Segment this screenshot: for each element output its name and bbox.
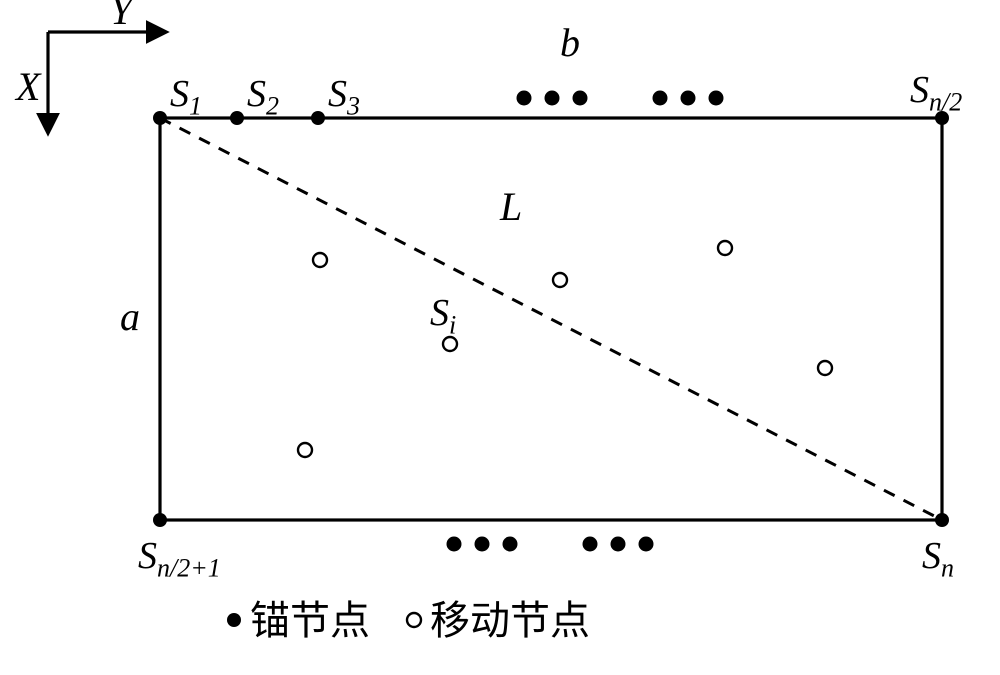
coordinate-axes: YX: [14, 0, 165, 132]
legend: 锚节点 移动节点: [227, 598, 590, 643]
mobile-node: [818, 361, 832, 375]
y-axis-label: Y: [110, 0, 136, 33]
mobile-node: [298, 443, 312, 457]
legend-anchor-label: 锚节点: [250, 598, 370, 643]
anchor-node-label: Sn: [922, 535, 954, 582]
anchor-node-dot: [230, 111, 244, 125]
mobile-node-marker: [313, 253, 327, 267]
ellipsis-dots: [447, 537, 518, 552]
ellipsis-dots: [517, 91, 588, 106]
mobile-node: [718, 241, 732, 255]
legend-mobile-icon: [407, 613, 421, 627]
mobile-node-marker: [298, 443, 312, 457]
anchor-node-label: S2: [247, 73, 279, 120]
anchor-node-dot: [153, 111, 167, 125]
anchor-node-dot: [935, 513, 949, 527]
ellipsis-dot: [573, 91, 588, 106]
mobile-node: Si: [430, 292, 457, 351]
mobile-node-marker: [553, 273, 567, 287]
ellipsis-dot: [639, 537, 654, 552]
mobile-node: [553, 273, 567, 287]
ellipsis-dot: [503, 537, 518, 552]
ellipsis-dot: [653, 91, 668, 106]
ellipsis-dot: [517, 91, 532, 106]
mobile-node-marker: [818, 361, 832, 375]
ellipsis-dot: [681, 91, 696, 106]
ellipsis-dots: [583, 537, 654, 552]
x-axis-label: X: [14, 64, 42, 109]
ellipsis-dot: [447, 537, 462, 552]
anchor-node: Sn/2+1: [138, 513, 221, 582]
ellipsis-dot: [709, 91, 724, 106]
anchor-node-dot: [153, 513, 167, 527]
mobile-node-marker: [718, 241, 732, 255]
anchor-node-dot: [311, 111, 325, 125]
mobile-node: [313, 253, 327, 267]
anchor-node: Sn: [922, 513, 954, 582]
ellipsis-dot: [611, 537, 626, 552]
ellipsis-dot: [545, 91, 560, 106]
mobile-node-label: Si: [430, 292, 456, 339]
anchor-node-label: S1: [170, 73, 202, 120]
anchor-node-label: Sn/2+1: [138, 535, 221, 582]
legend-anchor-icon: [227, 613, 241, 627]
legend-mobile-label: 移动节点: [430, 598, 590, 643]
ellipsis-dot: [475, 537, 490, 552]
ellipsis-dots: [653, 91, 724, 106]
anchor-node-label: Sn/2: [910, 69, 962, 116]
ellipsis-dot: [583, 537, 598, 552]
diagonal-label: L: [499, 184, 522, 229]
diagonal-line: [160, 118, 942, 520]
anchor-node-label: S3: [328, 73, 360, 120]
side-a-label: a: [120, 294, 140, 339]
side-b-label: b: [560, 20, 580, 65]
